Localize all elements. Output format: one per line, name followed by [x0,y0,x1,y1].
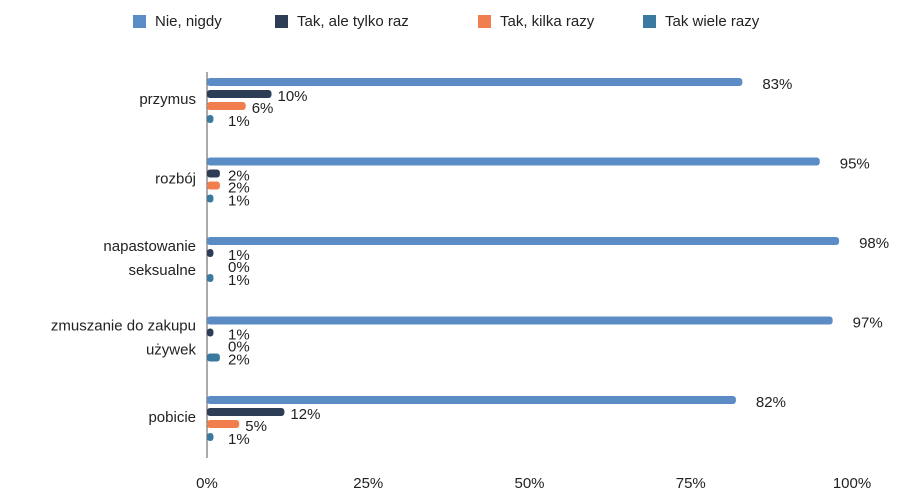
y-tick-label: zmuszanie do zakupu [51,317,196,334]
bar [207,237,840,245]
value-label: 10% [278,88,308,105]
bar [207,274,214,282]
bar [207,249,214,257]
bar [207,102,246,110]
bar [207,115,214,123]
value-label: 0% [228,259,250,276]
value-label: 83% [762,76,792,93]
value-label: 2% [228,167,250,184]
value-label: 2% [228,351,250,368]
y-tick-label: napastowanie [103,238,196,255]
value-label: 6% [252,100,274,117]
bar [207,157,820,166]
legend-swatch [643,15,656,28]
x-tick-label: 0% [196,475,218,492]
bar [207,194,214,203]
bar [207,90,272,98]
bar [207,433,214,441]
value-label: 5% [245,418,267,435]
bar [207,353,220,362]
value-label: 82% [756,394,786,411]
value-label: 12% [290,406,320,423]
y-tick-label: seksualne [128,262,196,279]
value-label: 1% [228,326,250,343]
y-tick-label: używek [146,341,197,358]
value-label: 1% [228,247,250,264]
legend-label: Tak, ale tylko raz [297,13,409,30]
x-tick-label: 25% [353,475,383,492]
y-tick-label: przymus [139,91,196,108]
bar [207,328,214,337]
legend-label: Nie, nigdy [155,13,222,30]
value-label: 98% [859,235,889,252]
bar [207,78,743,86]
x-tick-label: 50% [514,475,544,492]
legend-swatch [478,15,491,28]
legend-label: Tak, kilka razy [500,13,595,30]
bar [207,181,220,190]
bar [207,316,833,325]
legend-swatch [275,15,288,28]
value-label: 2% [228,179,250,196]
y-tick-label: rozbój [155,170,196,187]
value-label: 0% [228,338,250,355]
y-tick-label: pobicie [148,409,196,426]
x-tick-label: 100% [833,475,871,492]
value-label: 1% [228,192,250,209]
bar [207,408,285,416]
bar [207,169,220,178]
legend-swatch [133,15,146,28]
bar [207,420,240,428]
x-tick-label: 75% [676,475,706,492]
value-label: 95% [840,155,870,172]
bar [207,396,736,404]
value-label: 97% [853,314,883,331]
value-label: 1% [228,113,250,130]
legend-label: Tak wiele razy [665,13,760,30]
value-label: 1% [228,272,250,289]
value-label: 1% [228,431,250,448]
